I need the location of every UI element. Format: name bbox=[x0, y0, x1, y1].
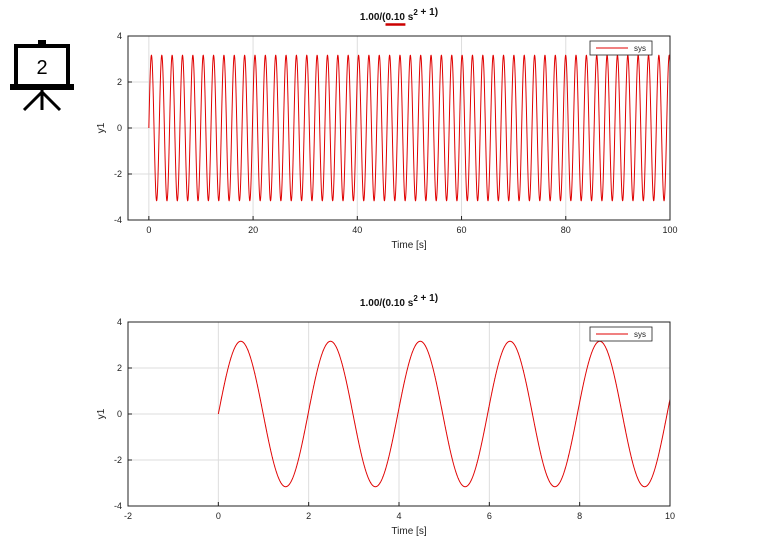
x-tick-label: 80 bbox=[561, 225, 571, 235]
y-tick-label: -4 bbox=[114, 501, 122, 511]
title-exponent: 2 bbox=[413, 8, 418, 17]
legend-label: sys bbox=[634, 44, 646, 53]
x-tick-label: 60 bbox=[457, 225, 467, 235]
y-tick-label: -2 bbox=[114, 455, 122, 465]
x-tick-label: 6 bbox=[487, 511, 492, 521]
x-tick-label: 100 bbox=[662, 225, 677, 235]
y-tick-label: -4 bbox=[114, 215, 122, 225]
title-exponent: 2 bbox=[413, 294, 418, 303]
series-line-sys bbox=[148, 54, 671, 202]
title-suffix: + 1) bbox=[418, 7, 438, 18]
y-tick-label: -2 bbox=[114, 169, 122, 179]
x-axis-label: Time [s] bbox=[391, 526, 426, 537]
y-tick-label: 2 bbox=[117, 363, 122, 373]
y-tick-label: 4 bbox=[117, 317, 122, 327]
x-tick-label: 0 bbox=[146, 225, 151, 235]
x-tick-label: 40 bbox=[352, 225, 362, 235]
y-tick-label: 0 bbox=[117, 123, 122, 133]
title-coefficient: 0.10 bbox=[386, 12, 406, 23]
x-axis-label: Time [s] bbox=[391, 240, 426, 251]
title-prefix: 1.00/( bbox=[360, 12, 386, 23]
title-variable: s bbox=[405, 12, 414, 23]
x-tick-label: -2 bbox=[124, 511, 132, 521]
title-variable: 0.10 s bbox=[386, 298, 414, 309]
presentation-board-icon: 2 bbox=[8, 40, 76, 114]
chart-title: 1.00/(0.10 s2 + 1) bbox=[360, 7, 438, 23]
title-prefix: 1.00/( bbox=[360, 298, 386, 309]
chart-title: 1.00/(0.10 s2 + 1) bbox=[360, 293, 438, 309]
chart-1: 0 20 40 60 80 100 -4 -2 0 2 4 Time [s] y1 1.00/(0.10 … bbox=[96, 7, 678, 251]
y-tick-label: 0 bbox=[117, 409, 122, 419]
y-tick-label: 2 bbox=[117, 77, 122, 87]
x-tick-label: 8 bbox=[577, 511, 582, 521]
x-tick-label: 4 bbox=[396, 511, 401, 521]
y-tick-label: 4 bbox=[117, 31, 122, 41]
title-suffix: + 1) bbox=[418, 293, 438, 304]
series-line-sys bbox=[217, 340, 671, 488]
y-axis-label: y1 bbox=[96, 122, 107, 133]
y-axis-label: y1 bbox=[96, 408, 107, 419]
x-tick-label: 20 bbox=[248, 225, 258, 235]
x-tick-label: 0 bbox=[216, 511, 221, 521]
slide-number: 2 bbox=[36, 57, 47, 79]
x-tick-label: 2 bbox=[306, 511, 311, 521]
legend-label: sys bbox=[634, 330, 646, 339]
x-tick-label: 10 bbox=[665, 511, 675, 521]
